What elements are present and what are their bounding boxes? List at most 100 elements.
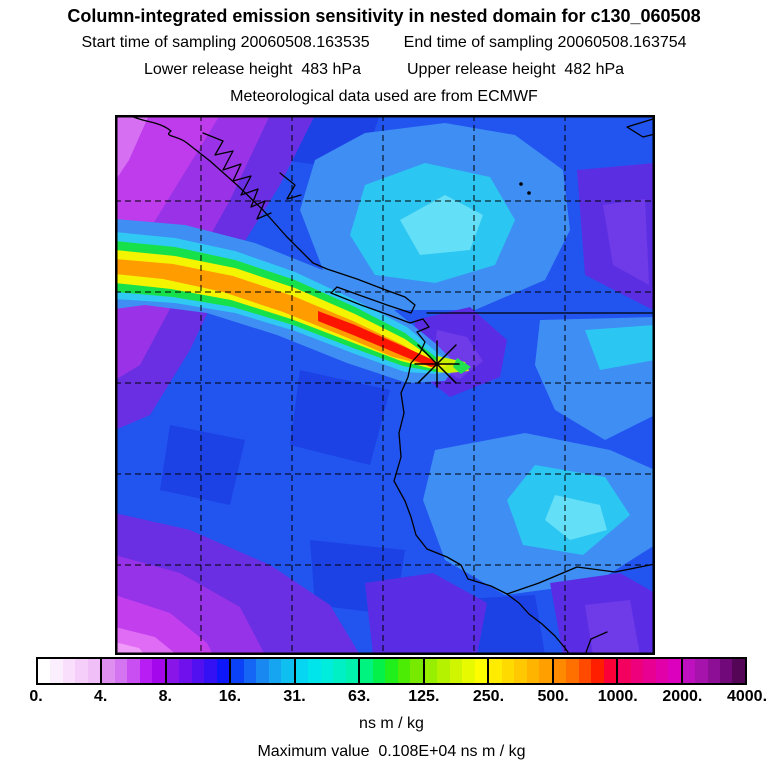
emission-plume	[115, 219, 471, 383]
colorbar-cell	[204, 659, 217, 683]
colorbar-cell	[539, 659, 552, 683]
colorbar-tick: 63.	[348, 688, 371, 705]
colorbar-bin	[358, 659, 423, 683]
max-value-text: Maximum value 0.108E+04 ns m / kg	[257, 743, 526, 760]
offshore-islands	[202, 132, 272, 220]
met-data-text: Meteorological data used are from ECMWF	[230, 88, 538, 105]
colorbar-cell	[333, 659, 346, 683]
colorbar-cell	[603, 659, 617, 683]
map-canvas	[115, 115, 655, 655]
colorbar-cell	[695, 659, 708, 683]
colorbar-cell	[437, 659, 450, 683]
colorbar-tick: 8.	[158, 688, 172, 705]
colorbar-cell	[643, 659, 656, 683]
colorbar-cell	[410, 659, 423, 683]
lower-release-text: Lower release height 483 hPa	[143, 61, 361, 78]
colorbar-tick: 1000.	[597, 688, 638, 705]
colorbar-cell	[501, 659, 515, 683]
sampling-times-line: Start time of sampling 20060508.163535 En…	[0, 34, 768, 52]
colorbar-bin	[100, 659, 165, 683]
colorbar-cell	[618, 659, 631, 683]
east-edge-violet-patches	[577, 163, 655, 311]
colorbar-cell	[166, 659, 180, 683]
colorbar-cell	[114, 659, 128, 683]
emission-sensitivity-map	[115, 115, 655, 655]
colorbar-cell	[243, 659, 257, 683]
colorbar-cell	[655, 659, 669, 683]
colorbar-cell	[424, 659, 438, 683]
colorbar-cell	[268, 659, 282, 683]
colorbar-cell	[474, 659, 488, 683]
colorbar-cell	[127, 659, 140, 683]
colorbar-cell	[62, 659, 76, 683]
colorbar-cell	[514, 659, 527, 683]
colorbar-tick: 250.	[472, 688, 505, 705]
colorbar-tick: 2000.	[662, 688, 703, 705]
colorbar-bin	[293, 659, 359, 683]
colorbar-bin	[38, 659, 101, 683]
colorbar-cell	[526, 659, 540, 683]
colorbar-cell	[707, 659, 720, 683]
colorbar-cell	[630, 659, 644, 683]
colorbar-cell	[320, 659, 334, 683]
colorbar-cell	[732, 659, 745, 683]
colorbar-cell	[179, 659, 192, 683]
colorbar-bin	[164, 659, 230, 683]
upper-release-text: Upper release height 482 hPa	[407, 61, 625, 78]
colorbar-tick: 125.	[408, 688, 440, 705]
colorbar-cell	[360, 659, 373, 683]
colorbar	[36, 657, 747, 685]
colorbar-cell	[256, 659, 269, 683]
colorbar-cell	[345, 659, 359, 683]
south-violet-patches	[365, 573, 655, 655]
colorbar-cell	[372, 659, 386, 683]
colorbar-cell	[87, 659, 101, 683]
release-heights-line: Lower release height 483 hPa Upper releas…	[0, 61, 768, 79]
colorbar-bin	[680, 659, 745, 683]
colorbar-cell	[102, 659, 115, 683]
gridlines	[115, 115, 655, 655]
colorbar-cell	[682, 659, 696, 683]
coastline	[128, 115, 655, 655]
colorbar-cell	[385, 659, 398, 683]
colorbar-cell	[231, 659, 244, 683]
colorbar-cell	[281, 659, 294, 683]
colorbar-tick: 4.	[93, 688, 108, 705]
colorbar-cell	[578, 659, 592, 683]
colorbar-cell	[216, 659, 230, 683]
upper-right-cyan-region	[300, 123, 570, 310]
map-frame	[115, 115, 655, 655]
asterisk-marker-icon	[414, 340, 460, 388]
plume-red-core	[318, 311, 440, 367]
colorbar-cell	[719, 659, 733, 683]
colorbar-tick: 4000.	[726, 688, 768, 705]
colorbar-cell	[591, 659, 604, 683]
colorbar-cell	[397, 659, 411, 683]
colorbar-cell	[152, 659, 165, 683]
colorbar-cell	[566, 659, 579, 683]
small-island-dot	[519, 182, 523, 186]
colorbar-tick: 500.	[537, 688, 569, 705]
colorbar-tick: 31.	[283, 688, 306, 705]
colorbar-units-label: ns m / kg	[359, 715, 424, 732]
colorbar-bin	[487, 659, 552, 683]
colorbar-bin	[229, 659, 294, 683]
plot-title: Column-integrated emission sensitivity i…	[67, 6, 701, 26]
colorbar-cell	[553, 659, 567, 683]
colorbar-cell	[191, 659, 205, 683]
colorbar-bin	[551, 659, 617, 683]
colorbar-cell	[75, 659, 88, 683]
colorbar-cell	[50, 659, 63, 683]
colorbar-cell	[308, 659, 321, 683]
colorbar-cell	[668, 659, 681, 683]
colorbar-cell	[449, 659, 463, 683]
colorbar-bin	[422, 659, 488, 683]
colorbar-bin	[616, 659, 681, 683]
colorbar-cell	[489, 659, 502, 683]
start-time-text: Start time of sampling 20060508.163535	[81, 34, 370, 51]
colorbar-cell	[139, 659, 153, 683]
colorbar-tick: 16.	[218, 688, 242, 705]
colorbar-cell	[462, 659, 475, 683]
colorbar-cell	[38, 659, 51, 683]
